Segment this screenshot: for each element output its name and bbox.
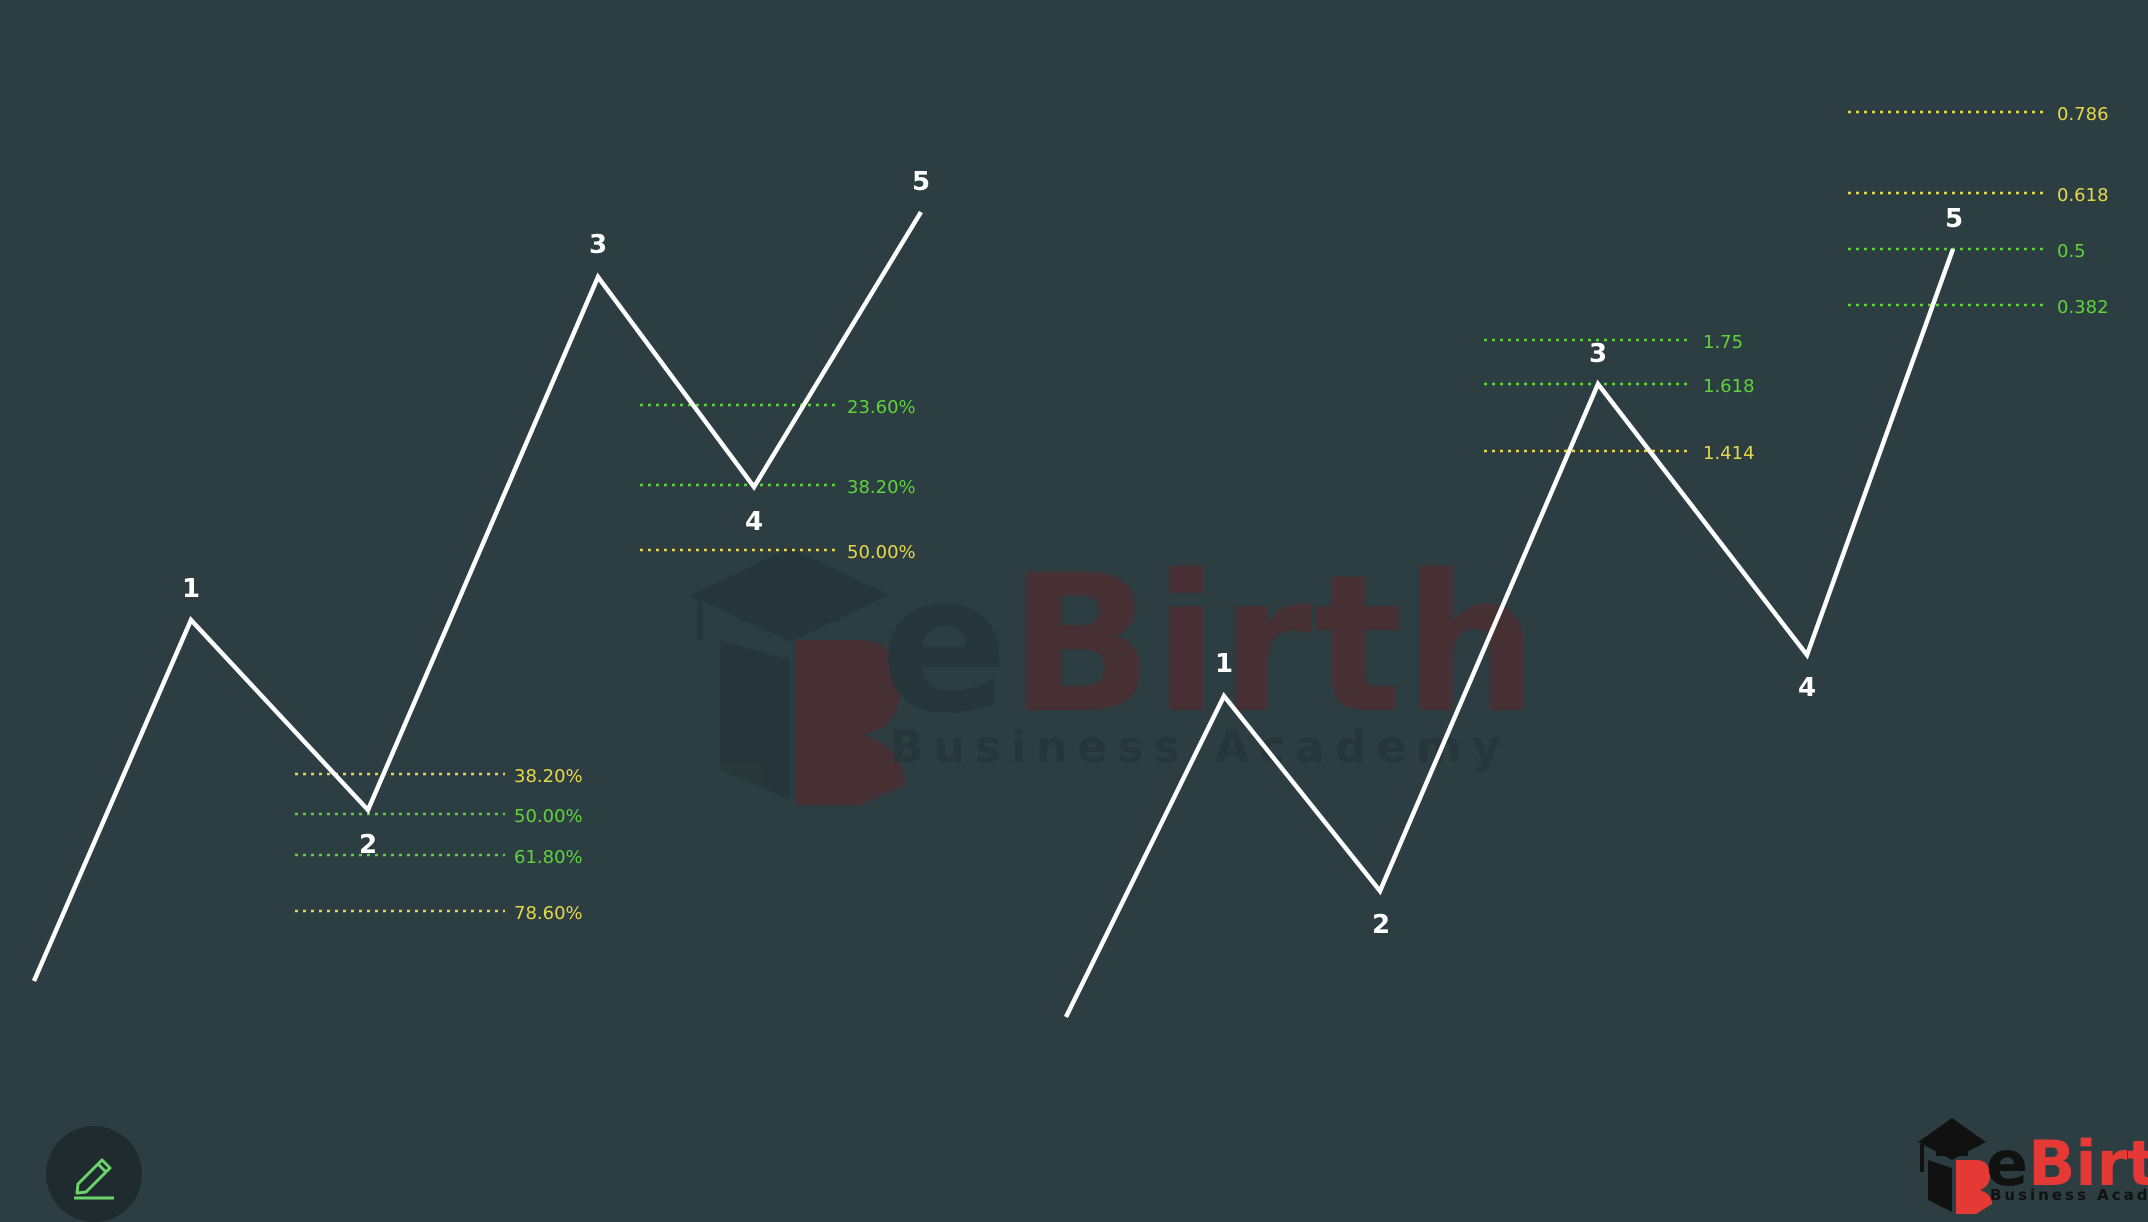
edit-button[interactable] bbox=[46, 1126, 142, 1222]
watermark-brand-main: Birth bbox=[1009, 534, 1539, 755]
left-impulse-wave-line bbox=[31, 210, 923, 982]
pencil-icon bbox=[74, 1158, 114, 1200]
fib-level-label: 38.20% bbox=[847, 477, 916, 498]
watermark-b-monogram-icon bbox=[720, 640, 905, 805]
wave-label-2: 2 bbox=[359, 830, 377, 860]
fib-level-label: 61.80% bbox=[514, 847, 583, 868]
fib-level-row: 23.60% bbox=[640, 397, 916, 418]
fib-level-row: 1.618 bbox=[1484, 376, 1755, 397]
fib-level-label: 23.60% bbox=[847, 397, 916, 418]
logo-subtitle: Business Academy bbox=[1990, 1186, 2148, 1204]
background-watermark: eBirth Business Academy bbox=[690, 534, 1539, 805]
fib-level-row: 0.382 bbox=[1848, 297, 2109, 318]
graduation-cap-icon bbox=[1918, 1118, 1986, 1172]
watermark-graduation-cap-icon bbox=[690, 548, 890, 642]
wave-label-4: 4 bbox=[745, 507, 763, 537]
b-monogram-icon bbox=[1928, 1160, 1992, 1214]
fib-level-label: 38.20% bbox=[514, 766, 583, 787]
left-wave-labels: 1 2 3 4 5 bbox=[182, 167, 930, 860]
fib-level-row: 50.00% bbox=[295, 806, 583, 827]
fib-level-row: 38.20% bbox=[640, 477, 916, 498]
fib-level-label: 1.414 bbox=[1703, 443, 1755, 464]
right-wave5-fib-levels: 0.786 0.618 0.5 0.382 bbox=[1848, 104, 2109, 318]
left-wave2-fib-levels: 38.20% 50.00% 61.80% 78.60% bbox=[295, 766, 583, 924]
fib-level-row: 78.60% bbox=[295, 903, 583, 924]
fib-level-label: 1.75 bbox=[1703, 332, 1743, 353]
wave-label-3: 3 bbox=[1589, 339, 1607, 369]
fib-level-row: 1.414 bbox=[1484, 443, 1755, 464]
fib-level-row: 0.5 bbox=[1848, 241, 2086, 262]
right-wave3-fib-levels: 1.75 1.618 1.414 bbox=[1484, 332, 1755, 464]
fib-level-label: 50.00% bbox=[514, 806, 583, 827]
fib-level-row: 50.00% bbox=[640, 542, 916, 563]
wave-label-3: 3 bbox=[589, 230, 607, 260]
fib-level-row: 61.80% bbox=[295, 847, 583, 868]
logo-brand-main: Birth bbox=[2028, 1127, 2148, 1200]
fib-level-label: 1.618 bbox=[1703, 376, 1755, 397]
wave-label-2: 2 bbox=[1372, 910, 1390, 940]
svg-text:eBirth: eBirth bbox=[880, 534, 1539, 755]
right-impulse-wave-line bbox=[1063, 248, 1956, 1018]
wave-label-4: 4 bbox=[1798, 673, 1816, 703]
fib-level-label: 78.60% bbox=[514, 903, 583, 924]
fib-level-label: 0.618 bbox=[2057, 185, 2109, 206]
fib-level-label: 0.5 bbox=[2057, 241, 2086, 262]
left-wave4-fib-levels: 23.60% 38.20% 50.00% bbox=[640, 397, 916, 563]
wave-label-1: 1 bbox=[1215, 649, 1233, 679]
fib-level-row: 0.618 bbox=[1848, 185, 2109, 206]
fib-level-row: 1.75 bbox=[1484, 332, 1743, 353]
right-wave-labels: 1 2 3 4 5 bbox=[1215, 204, 1963, 940]
wave-label-5: 5 bbox=[912, 167, 930, 197]
fib-level-label: 0.382 bbox=[2057, 297, 2109, 318]
fib-level-label: 0.786 bbox=[2057, 104, 2109, 125]
logo-brand-prefix: e bbox=[1986, 1127, 2028, 1200]
wave-label-5: 5 bbox=[1945, 204, 1963, 234]
svg-text:eBirth: eBirth bbox=[1986, 1127, 2148, 1200]
fib-level-label: 50.00% bbox=[847, 542, 916, 563]
watermark-brand-prefix: e bbox=[880, 534, 1009, 755]
brand-logo: eBirth Business Academy bbox=[1918, 1118, 2148, 1214]
fib-level-row: 0.786 bbox=[1848, 104, 2109, 125]
watermark-subtitle: Business Academy bbox=[890, 722, 1511, 773]
wave-label-1: 1 bbox=[182, 574, 200, 604]
fib-level-row: 38.20% bbox=[295, 766, 583, 787]
